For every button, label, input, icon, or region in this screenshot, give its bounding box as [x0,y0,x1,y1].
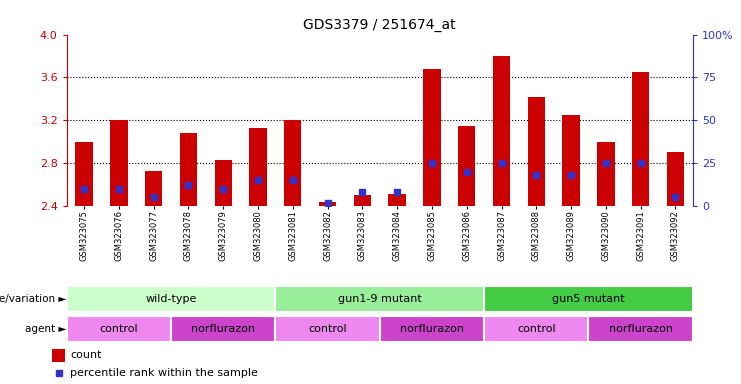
Bar [110,120,127,206]
Bar [484,316,588,342]
Text: norflurazon: norflurazon [400,324,464,334]
Text: count: count [70,350,102,360]
Bar [145,170,162,206]
Bar [171,316,276,342]
Text: percentile rank within the sample: percentile rank within the sample [70,367,259,377]
Bar [528,97,545,206]
Text: genotype/variation ►: genotype/variation ► [0,293,67,304]
Bar [215,160,232,206]
Bar [562,115,579,206]
Bar [588,316,693,342]
Bar [597,142,614,206]
Bar [76,142,93,206]
Title: GDS3379 / 251674_at: GDS3379 / 251674_at [304,18,456,32]
Text: control: control [308,324,347,334]
Text: gun1-9 mutant: gun1-9 mutant [338,293,422,304]
Text: norflurazon: norflurazon [191,324,255,334]
Text: norflurazon: norflurazon [608,324,673,334]
Bar [632,72,649,206]
Bar [379,316,484,342]
Text: agent ►: agent ► [25,324,67,334]
Bar [52,349,65,362]
Bar [493,56,511,206]
Bar [180,133,197,206]
Bar [484,286,693,311]
Bar [284,120,302,206]
Bar [667,152,684,206]
Bar [276,316,379,342]
Bar [388,194,406,206]
Text: wild-type: wild-type [145,293,196,304]
Bar [423,69,441,206]
Bar [319,202,336,206]
Bar [67,316,171,342]
Bar [67,286,276,311]
Text: gun5 mutant: gun5 mutant [552,293,625,304]
Bar [249,128,267,206]
Text: control: control [99,324,138,334]
Text: control: control [517,324,556,334]
Bar [353,195,371,206]
Bar [276,286,484,311]
Bar [458,126,476,206]
